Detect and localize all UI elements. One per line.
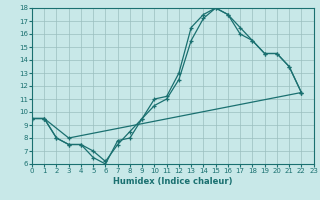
X-axis label: Humidex (Indice chaleur): Humidex (Indice chaleur)	[113, 177, 233, 186]
